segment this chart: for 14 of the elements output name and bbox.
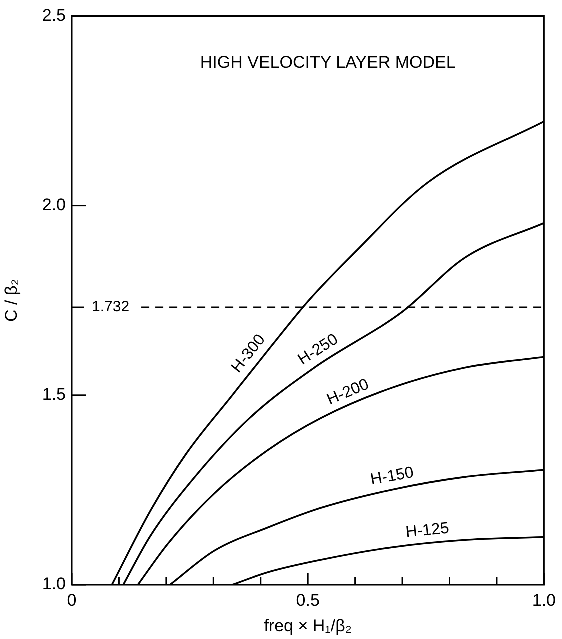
x-tick-label: 0.5 bbox=[296, 590, 320, 610]
x-tick-label: 0 bbox=[67, 590, 77, 610]
y-tick-label: 1.5 bbox=[42, 385, 66, 404]
x-axis-title: freq × H₁/β₂ bbox=[264, 616, 352, 636]
ref-line-label: 1.732 bbox=[92, 298, 130, 316]
text: H-150 bbox=[369, 464, 416, 489]
y-tick-label: 1.0 bbox=[42, 574, 66, 594]
text: H-200 bbox=[324, 376, 372, 409]
text: H-125 bbox=[405, 520, 450, 542]
y-tick-label: 2.0 bbox=[42, 195, 66, 214]
text: HIGH VELOCITY LAYER MODEL bbox=[200, 52, 456, 72]
x-tick-label: 1.0 bbox=[532, 590, 556, 610]
y-axis-title: C / β₂ bbox=[2, 279, 21, 322]
y-tick-label: 2.5 bbox=[42, 6, 66, 25]
